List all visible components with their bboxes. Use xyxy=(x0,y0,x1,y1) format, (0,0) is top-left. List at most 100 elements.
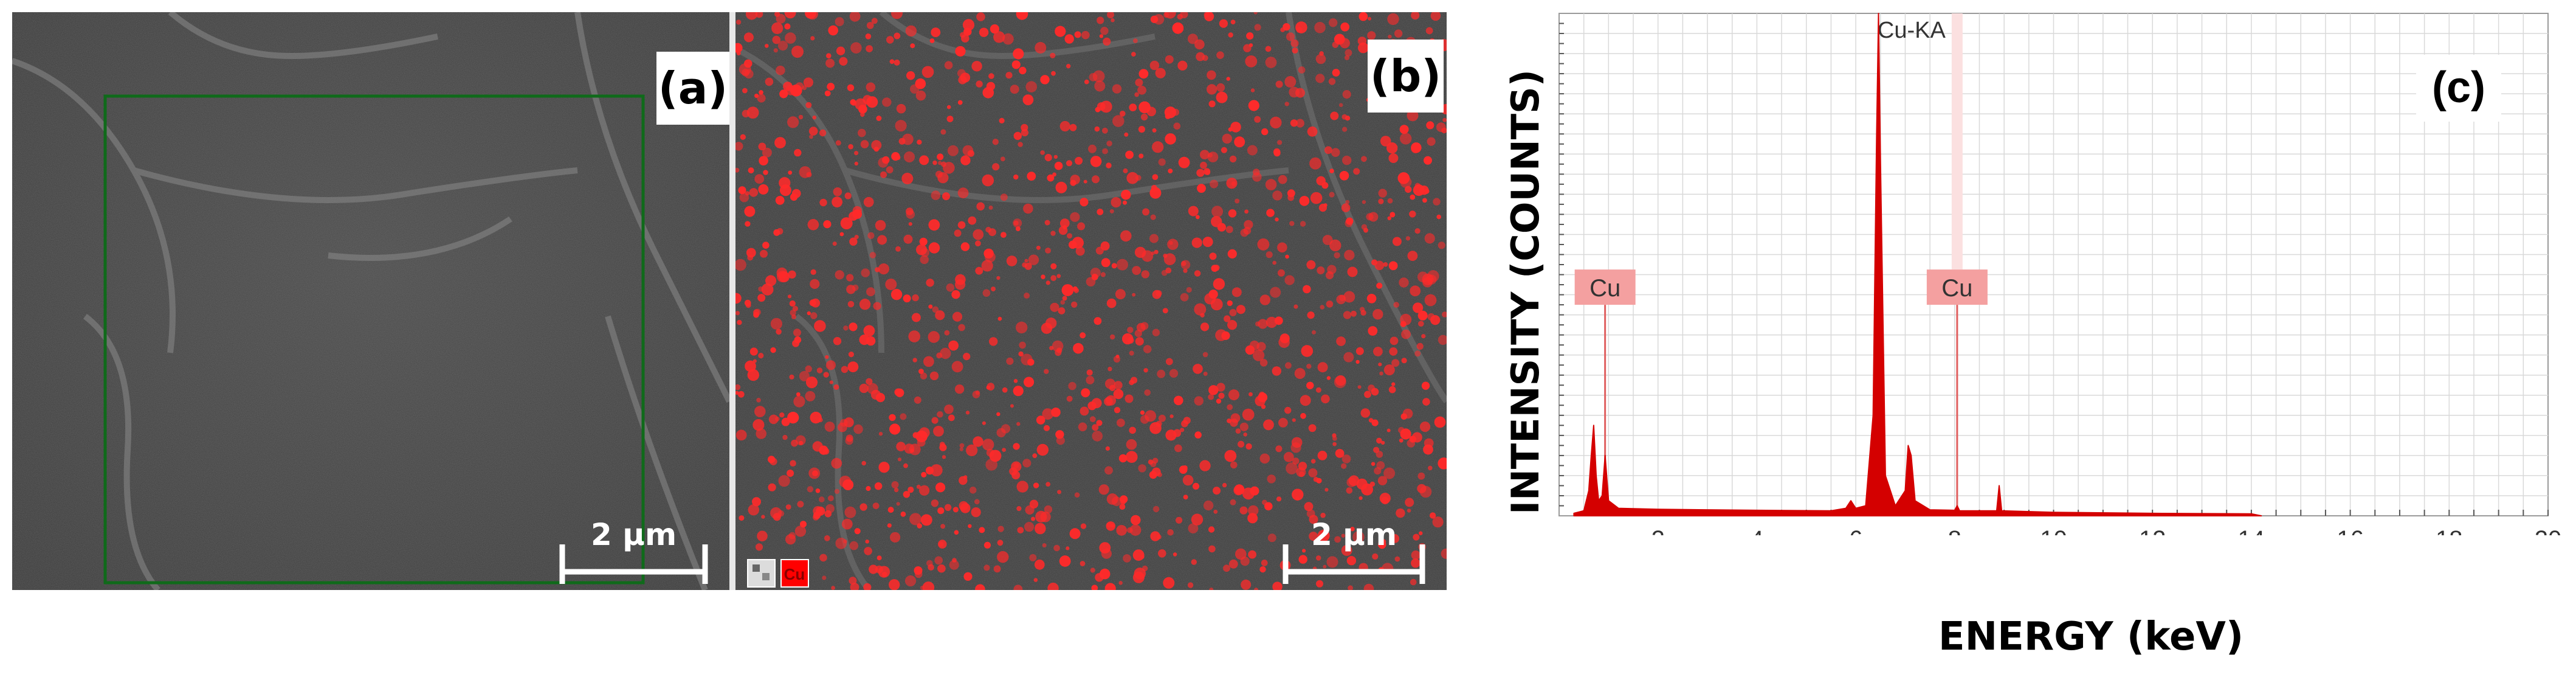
cu-signal-dot xyxy=(787,412,799,424)
cu-signal-dot xyxy=(1371,419,1379,426)
cu-signal-dot xyxy=(749,347,758,356)
cu-signal-dot xyxy=(966,444,978,457)
cu-signal-dot xyxy=(982,439,994,451)
cu-signal-dot xyxy=(960,155,971,165)
cu-signal-dot xyxy=(1165,55,1174,64)
cu-signal-dot xyxy=(773,229,780,236)
cu-signal-dot xyxy=(1064,34,1074,44)
cu-signal-dot xyxy=(951,290,960,299)
cu-signal-dot xyxy=(985,459,997,471)
cu-signal-dot xyxy=(1200,313,1205,318)
cu-signal-dot xyxy=(1386,428,1391,432)
cu-signal-dot xyxy=(1165,133,1176,145)
cu-signal-dot xyxy=(1383,467,1396,479)
cu-signal-dot xyxy=(1180,293,1189,302)
cu-signal-dot xyxy=(853,424,863,434)
region-box xyxy=(103,94,645,585)
cu-signal-dot xyxy=(1104,583,1116,590)
cu-signal-dot xyxy=(1018,142,1023,147)
cu-signal-dot xyxy=(1194,396,1204,406)
cu-signal-dot xyxy=(914,566,923,575)
cu-signal-dot xyxy=(1289,86,1300,98)
cu-signal-dot xyxy=(745,360,756,372)
cu-signal-dot xyxy=(1399,438,1403,443)
cu-signal-dot xyxy=(1292,418,1296,422)
cu-signal-dot xyxy=(1383,262,1388,267)
cu-signal-dot xyxy=(937,411,943,418)
cu-signal-dot xyxy=(919,155,929,165)
cu-signal-dot xyxy=(1378,198,1384,204)
cu-signal-dot xyxy=(1364,391,1371,398)
cu-signal-dot xyxy=(1055,430,1064,439)
cu-signal-dot xyxy=(1292,457,1300,465)
cu-signal-dot xyxy=(737,319,742,325)
cu-signal-dot xyxy=(794,526,807,537)
cu-signal-dot xyxy=(1227,320,1238,330)
cu-signal-dot xyxy=(988,228,996,237)
cu-signal-dot xyxy=(1150,214,1156,220)
cu-signal-dot xyxy=(745,302,751,308)
cu-signal-dot xyxy=(1428,465,1433,471)
cu-signal-dot xyxy=(903,491,911,498)
cu-signal-dot xyxy=(1094,80,1106,92)
cu-signal-dot xyxy=(844,417,854,428)
cu-signal-dot xyxy=(1152,328,1160,336)
cu-signal-dot xyxy=(842,479,854,490)
cu-signal-dot xyxy=(785,32,796,44)
cu-signal-dot xyxy=(1328,78,1336,85)
cu-signal-dot xyxy=(1320,512,1326,518)
cu-signal-dot xyxy=(1149,422,1162,434)
cu-signal-dot xyxy=(1293,304,1298,309)
cu-signal-dot xyxy=(1240,557,1250,566)
cu-signal-dot xyxy=(1348,585,1353,590)
cu-signal-dot xyxy=(1308,424,1317,432)
cu-signal-dot xyxy=(1006,357,1014,365)
cu-signal-dot xyxy=(940,129,946,135)
cu-signal-dot xyxy=(1436,122,1446,133)
cu-ka-label: Cu-KA xyxy=(1878,18,1946,43)
cu-signal-dot xyxy=(1358,42,1369,54)
cu-signal-dot xyxy=(1013,218,1022,228)
cu-signal-dot xyxy=(1099,34,1104,38)
cu-signal-dot xyxy=(1234,484,1245,495)
cu-signal-dot xyxy=(903,463,908,468)
cu-signal-dot xyxy=(1209,252,1217,260)
cu-signal-dot xyxy=(859,299,871,310)
cu-signal-dot xyxy=(1367,31,1376,40)
cu-signal-dot xyxy=(968,216,977,225)
cu-signal-dot xyxy=(944,504,952,511)
cu-signal-dot xyxy=(1053,544,1060,552)
cu-signal-dot xyxy=(1427,137,1436,146)
cu-signal-dot xyxy=(822,448,830,455)
cu-signal-dot xyxy=(1200,161,1207,169)
cu-signal-dot xyxy=(1272,582,1283,590)
cu-signal-dot xyxy=(1194,270,1201,277)
cu-signal-dot xyxy=(1016,321,1028,334)
cu-signal-dot xyxy=(810,312,818,319)
cu-signal-dot xyxy=(923,356,934,367)
cu-signal-dot xyxy=(1156,534,1162,540)
cu-signal-dot xyxy=(1335,449,1345,458)
cu-signal-dot xyxy=(1400,176,1412,188)
cu-signal-dot xyxy=(819,554,827,562)
cu-signal-dot xyxy=(1107,12,1114,19)
cu-signal-dot xyxy=(1414,182,1421,189)
cu-signal-dot xyxy=(907,487,914,493)
cu-signal-dot xyxy=(918,427,930,439)
cu-signal-dot xyxy=(922,582,935,590)
cu-signal-dot xyxy=(1243,44,1252,52)
cu-signal-dot xyxy=(835,17,844,27)
cu-signal-dot xyxy=(1122,333,1134,345)
cu-signal-dot xyxy=(1151,184,1157,191)
cu-signal-dot xyxy=(954,229,962,237)
cu-signal-dot xyxy=(979,527,985,533)
cu-signal-dot xyxy=(968,524,972,529)
cu-signal-dot xyxy=(971,61,982,72)
cu-signal-dot xyxy=(1045,248,1051,254)
cu-signal-dot xyxy=(1391,382,1396,386)
cu-signal-dot xyxy=(1248,550,1256,559)
cu-signal-dot xyxy=(1421,334,1426,339)
cu-signal-dot xyxy=(1239,506,1248,515)
cu-signal-dot xyxy=(1227,418,1231,423)
cu-signal-dot xyxy=(858,105,867,114)
